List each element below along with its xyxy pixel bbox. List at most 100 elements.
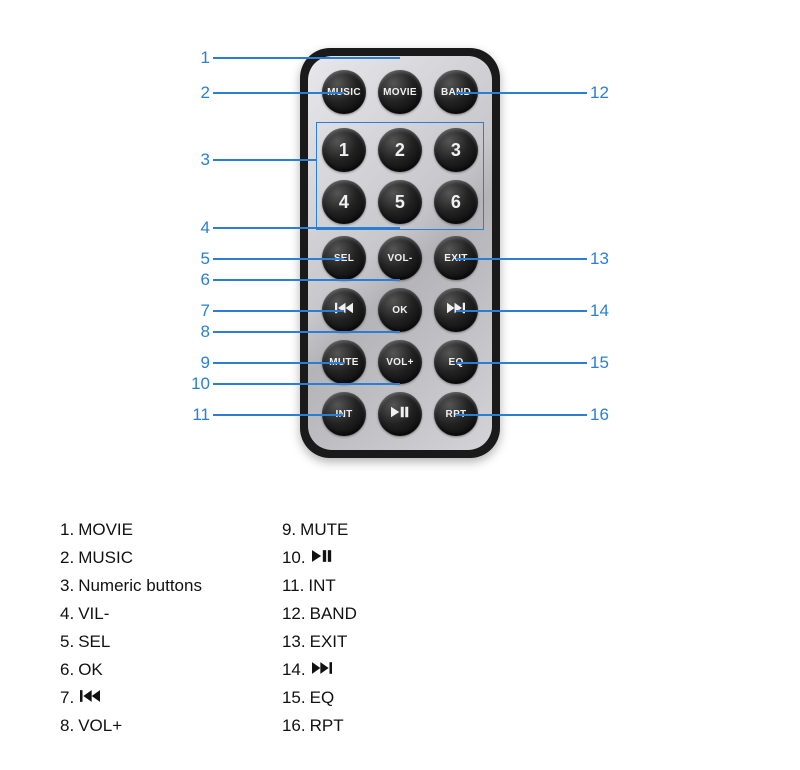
callout-number: 14	[590, 301, 620, 321]
legend-item-number: 7.	[60, 688, 74, 708]
legend-col-1: 1. MOVIE2. MUSIC3. Numeric buttons4. VIL…	[60, 520, 202, 736]
legend-item-text: BAND	[310, 604, 357, 624]
legend-item: 11. INT	[282, 576, 357, 596]
legend-item-text: MUTE	[300, 520, 348, 540]
callout-number: 7	[180, 301, 210, 321]
legend-item: 6. OK	[60, 660, 202, 680]
legend-item: 13. EXIT	[282, 632, 357, 652]
remote-btn-label: VOL+	[386, 357, 414, 368]
remote-btn-label: 3	[451, 140, 461, 161]
callout-line	[213, 258, 344, 260]
legend-item-number: 3.	[60, 576, 74, 596]
legend-item-text: EXIT	[310, 632, 348, 652]
remote-btn-label: 4	[339, 192, 349, 213]
legend-item-number: 1.	[60, 520, 74, 540]
legend-item: 8. VOL+	[60, 716, 202, 736]
legend-item-number: 9.	[282, 520, 296, 540]
prev-icon	[78, 688, 100, 708]
callout-line	[213, 310, 344, 312]
callout-line	[213, 362, 344, 364]
legend-item-text: VIL-	[78, 604, 109, 624]
legend: 1. MOVIE2. MUSIC3. Numeric buttons4. VIL…	[60, 520, 740, 736]
callout-line	[213, 57, 400, 59]
legend-item-text: MOVIE	[78, 520, 133, 540]
legend-item-text: VOL+	[78, 716, 122, 736]
legend-item-text: INT	[308, 576, 335, 596]
remote-btn-n4: 4	[322, 180, 366, 224]
legend-item-text: Numeric buttons	[78, 576, 202, 596]
legend-item-number: 15.	[282, 688, 306, 708]
playpause-icon	[391, 405, 409, 424]
remote-btn-n3: 3	[434, 128, 478, 172]
legend-item-number: 5.	[60, 632, 74, 652]
callout-line	[213, 92, 344, 94]
remote-btn-play	[378, 392, 422, 436]
playpause-icon	[310, 548, 332, 568]
callout-number: 12	[590, 83, 620, 103]
remote-btn-n1: 1	[322, 128, 366, 172]
remote-btn-label: 6	[451, 192, 461, 213]
callout-number: 2	[180, 83, 210, 103]
legend-item-number: 12.	[282, 604, 306, 624]
remote-btn-n5: 5	[378, 180, 422, 224]
callout-number: 15	[590, 353, 620, 373]
callout-number: 6	[180, 270, 210, 290]
remote-btn-movie: MOVIE	[378, 70, 422, 114]
legend-item: 7.	[60, 688, 202, 708]
callout-number: 13	[590, 249, 620, 269]
remote-btn-volp: VOL+	[378, 340, 422, 384]
legend-item-number: 13.	[282, 632, 306, 652]
legend-item: 2. MUSIC	[60, 548, 202, 568]
callout-number: 16	[590, 405, 620, 425]
callout-number: 10	[180, 374, 210, 394]
next-icon	[310, 660, 332, 680]
remote-btn-label: 2	[395, 140, 405, 161]
legend-item: 9. MUTE	[282, 520, 357, 540]
callout-line	[456, 362, 587, 364]
callout-line	[456, 258, 587, 260]
legend-item-number: 11.	[282, 576, 304, 596]
remote-btn-label: 5	[395, 192, 405, 213]
callout-line	[213, 383, 400, 385]
legend-item-number: 2.	[60, 548, 74, 568]
legend-item-number: 4.	[60, 604, 74, 624]
callout-number: 11	[180, 405, 210, 425]
legend-item: 16. RPT	[282, 716, 357, 736]
legend-item-number: 16.	[282, 716, 306, 736]
callout-number: 8	[180, 322, 210, 342]
callout-line	[213, 414, 344, 416]
remote-btn-label: VOL-	[387, 253, 412, 264]
legend-item-number: 10.	[282, 548, 306, 568]
legend-item: 5. SEL	[60, 632, 202, 652]
legend-item-text: SEL	[78, 632, 110, 652]
callout-number: 1	[180, 48, 210, 68]
remote-btn-n2: 2	[378, 128, 422, 172]
legend-item-text: OK	[78, 660, 103, 680]
remote-btn-ok: OK	[378, 288, 422, 332]
callout-number: 9	[180, 353, 210, 373]
legend-item-number: 6.	[60, 660, 74, 680]
legend-item: 14.	[282, 660, 357, 680]
legend-item: 3. Numeric buttons	[60, 576, 202, 596]
remote-btn-label: MOVIE	[383, 87, 417, 98]
callout-line	[456, 414, 587, 416]
remote-btn-n6: 6	[434, 180, 478, 224]
remote-btn-label: 1	[339, 140, 349, 161]
legend-item: 10.	[282, 548, 357, 568]
remote-diagram: MUSICMOVIEBAND123456SELVOL-EXITOKMUTEVOL…	[0, 0, 800, 480]
callout-line	[456, 310, 587, 312]
legend-item: 1. MOVIE	[60, 520, 202, 540]
remote-btn-label: OK	[392, 305, 408, 316]
callout-number: 3	[180, 150, 210, 170]
callout-line	[213, 227, 400, 229]
callout-number: 4	[180, 218, 210, 238]
legend-item: 12. BAND	[282, 604, 357, 624]
callout-number: 5	[180, 249, 210, 269]
legend-item-number: 8.	[60, 716, 74, 736]
callout-line	[213, 331, 400, 333]
callout-line	[456, 92, 587, 94]
callout-line	[213, 279, 400, 281]
legend-item-text: EQ	[310, 688, 335, 708]
callout-line	[213, 159, 316, 161]
legend-col-2: 9. MUTE10. 11. INT12. BAND13. EXIT14. 15…	[282, 520, 357, 736]
